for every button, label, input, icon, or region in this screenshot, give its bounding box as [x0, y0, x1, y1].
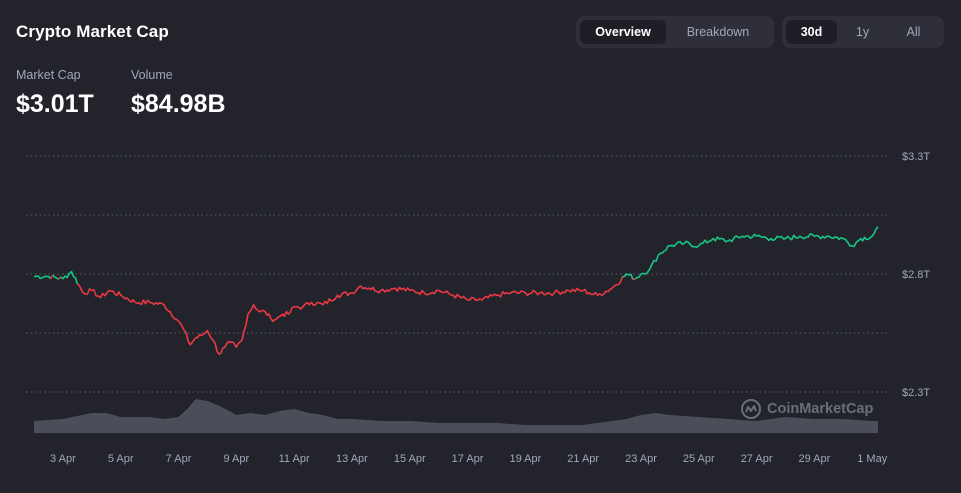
market-cap-value: $3.01T: [16, 90, 94, 118]
watermark-text: CoinMarketCap: [767, 401, 874, 417]
x-tick-label: 13 Apr: [336, 453, 368, 465]
x-axis: 3 Apr 5 Apr 7 Apr 9 Apr 11 Apr 13 Apr 15 Apr 17…: [50, 453, 888, 465]
volume-area-fill: [34, 399, 878, 433]
price-line-up-segment: [34, 275, 52, 280]
price-line-down-segment: [76, 276, 624, 355]
price-line: [34, 226, 879, 355]
price-line-up-segment: [622, 273, 634, 280]
market-cap-stat: Market Cap $3.01T: [16, 68, 94, 119]
tab-overview[interactable]: Overview: [580, 20, 666, 44]
y-tick-label: $2.8T: [902, 269, 930, 281]
x-tick-label: 25 Apr: [683, 453, 715, 465]
page-title: Crypto Market Cap: [16, 22, 169, 41]
price-line-down-segment: [632, 277, 636, 281]
range-all-button[interactable]: All: [906, 25, 921, 39]
price-line-up-segment: [60, 270, 79, 285]
chart-grid: [26, 155, 887, 393]
x-tick-label: 19 Apr: [509, 453, 541, 465]
x-tick-label: 15 Apr: [394, 453, 426, 465]
volume-label: Volume: [131, 68, 173, 82]
x-tick-label: 9 Apr: [223, 453, 249, 465]
x-tick-label: 27 Apr: [741, 453, 773, 465]
x-tick-label: 3 Apr: [50, 453, 76, 465]
price-line-up-segment: [52, 274, 60, 280]
x-tick-label: 17 Apr: [452, 453, 484, 465]
x-tick-label: 21 Apr: [567, 453, 599, 465]
y-tick-label: $3.3T: [902, 151, 930, 163]
price-line-up-segment: [634, 226, 879, 280]
range-toggle: 30d 1y All: [782, 16, 944, 48]
x-tick-label: 23 Apr: [625, 453, 657, 465]
x-tick-label: 5 Apr: [108, 453, 134, 465]
view-toggle: Overview Breakdown: [576, 16, 774, 48]
x-tick-label: 29 Apr: [799, 453, 831, 465]
x-tick-label: 7 Apr: [166, 453, 192, 465]
market-cap-label: Market Cap: [16, 68, 81, 82]
coinmarketcap-logo-icon: [741, 399, 761, 419]
x-tick-label: 11 Apr: [279, 453, 310, 465]
y-axis: $3.3T $2.8T $2.3T: [902, 151, 930, 399]
volume-area: [34, 399, 878, 433]
range-1y-button[interactable]: 1y: [855, 25, 870, 39]
x-tick-label: 1 May: [857, 453, 887, 465]
tab-breakdown[interactable]: Breakdown: [686, 25, 750, 39]
volume-stat: Volume $84.98B: [131, 68, 226, 119]
y-tick-label: $2.3T: [902, 387, 930, 399]
range-30d-button[interactable]: 30d: [786, 20, 837, 44]
market-cap-chart[interactable]: $3.3T $2.8T $2.3T 3 Apr 5 Apr 7 Apr 9 Apr 11 A…: [0, 140, 961, 470]
price-line-down-segment: [58, 276, 62, 280]
volume-value: $84.98B: [131, 90, 226, 118]
watermark: CoinMarketCap: [740, 398, 873, 420]
